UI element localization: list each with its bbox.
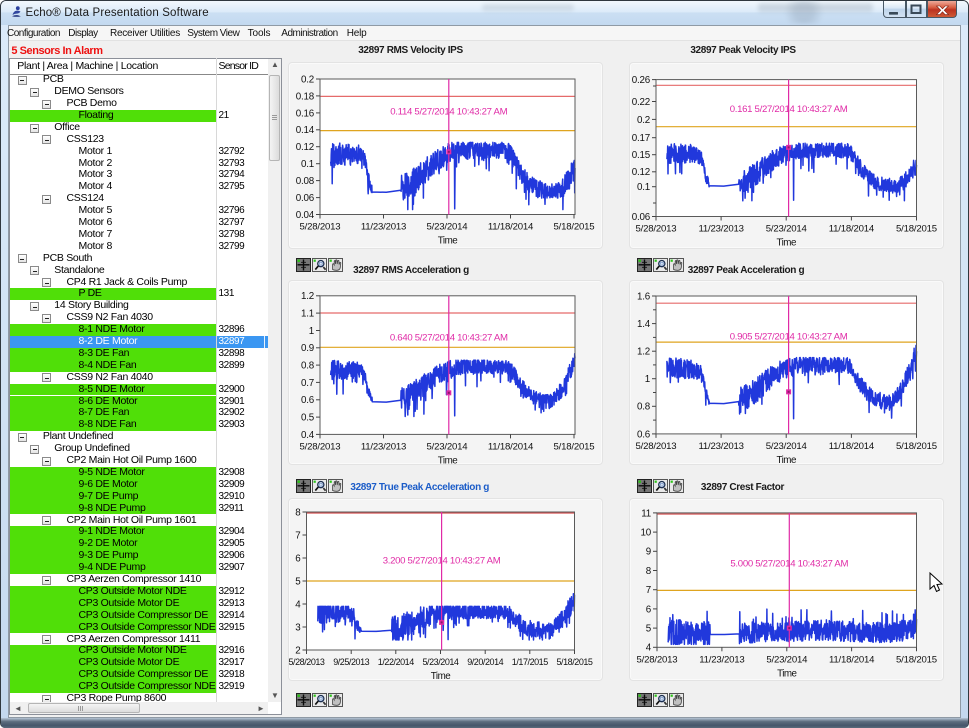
svg-text:11/18/2014: 11/18/2014	[829, 441, 875, 452]
svg-text:0.12: 0.12	[296, 142, 314, 153]
svg-text:11/23/2013: 11/23/2013	[699, 654, 744, 665]
svg-text:5/23/2014: 5/23/2014	[766, 654, 808, 665]
svg-text:0.905 5/27/2014 10:43:27 AM: 0.905 5/27/2014 10:43:27 AM	[730, 332, 848, 343]
svg-text:11/23/2013: 11/23/2013	[361, 441, 406, 452]
svg-text:5: 5	[646, 624, 652, 635]
svg-text:2: 2	[295, 645, 300, 656]
svg-text:5/23/2014: 5/23/2014	[427, 222, 469, 233]
svg-text:5/23/2014: 5/23/2014	[423, 657, 459, 667]
svg-text:Time: Time	[776, 455, 796, 466]
svg-text:0.8: 0.8	[301, 361, 315, 372]
svg-text:0.17: 0.17	[632, 133, 650, 144]
svg-text:4: 4	[295, 599, 301, 610]
svg-text:3.200 5/27/2014 10:43:27 AM: 3.200 5/27/2014 10:43:27 AM	[383, 556, 501, 567]
svg-text:0.04: 0.04	[296, 210, 315, 221]
svg-text:0.16: 0.16	[296, 108, 315, 119]
svg-text:5/18/2015: 5/18/2015	[896, 441, 937, 452]
svg-text:5/23/2014: 5/23/2014	[766, 224, 808, 235]
svg-text:7: 7	[295, 530, 300, 541]
svg-text:0.12: 0.12	[632, 167, 650, 178]
svg-text:3: 3	[295, 622, 301, 633]
svg-text:Time: Time	[776, 238, 796, 249]
svg-text:0.06: 0.06	[296, 193, 315, 204]
svg-text:5/23/2014: 5/23/2014	[766, 441, 808, 452]
svg-text:Time: Time	[777, 668, 797, 679]
svg-text:9/20/2014: 9/20/2014	[467, 657, 503, 667]
svg-text:8: 8	[646, 566, 652, 577]
svg-text:11/18/2014: 11/18/2014	[829, 654, 875, 665]
svg-text:9/25/2013: 9/25/2013	[333, 657, 369, 667]
svg-text:Time: Time	[438, 455, 458, 466]
svg-text:0.2: 0.2	[637, 115, 650, 126]
svg-text:0.15: 0.15	[632, 150, 651, 161]
svg-text:0.6: 0.6	[301, 395, 315, 406]
svg-text:6: 6	[646, 604, 652, 615]
svg-text:10: 10	[641, 528, 652, 539]
svg-text:5/23/2014: 5/23/2014	[427, 441, 469, 452]
svg-text:5/28/2013: 5/28/2013	[300, 222, 341, 233]
svg-text:0.06: 0.06	[632, 212, 651, 223]
svg-text:0.26: 0.26	[632, 75, 651, 86]
svg-text:0.4: 0.4	[301, 430, 315, 441]
svg-text:1: 1	[309, 326, 314, 337]
svg-text:11/23/2013: 11/23/2013	[698, 224, 743, 235]
svg-text:5/28/2013: 5/28/2013	[637, 654, 678, 665]
svg-text:0.08: 0.08	[296, 176, 315, 187]
svg-text:0.18: 0.18	[296, 91, 315, 102]
svg-text:0.114 5/27/2014 10:43:27 AM: 0.114 5/27/2014 10:43:27 AM	[390, 107, 507, 118]
svg-text:0.1: 0.1	[301, 159, 314, 170]
svg-text:1/22/2014: 1/22/2014	[378, 657, 414, 667]
svg-text:0.2: 0.2	[301, 74, 314, 85]
svg-text:5/18/2015: 5/18/2015	[554, 441, 595, 452]
svg-text:1.4: 1.4	[637, 319, 651, 330]
svg-text:11/18/2014: 11/18/2014	[488, 441, 534, 452]
svg-text:0.6: 0.6	[637, 429, 651, 440]
svg-text:7: 7	[646, 585, 651, 596]
svg-text:0.7: 0.7	[301, 378, 314, 389]
svg-text:0.640 5/27/2014 10:43:27 AM: 0.640 5/27/2014 10:43:27 AM	[390, 333, 508, 344]
svg-text:0.9: 0.9	[301, 343, 314, 354]
svg-text:11/18/2014: 11/18/2014	[488, 222, 534, 233]
svg-text:1: 1	[645, 374, 650, 385]
svg-text:11/23/2013: 11/23/2013	[698, 441, 743, 452]
svg-text:0.14: 0.14	[296, 125, 315, 136]
svg-text:1.2: 1.2	[637, 347, 650, 358]
svg-text:5.000 5/27/2014 10:43:27 AM: 5.000 5/27/2014 10:43:27 AM	[730, 559, 848, 570]
svg-text:6: 6	[295, 553, 301, 564]
svg-text:11: 11	[641, 508, 651, 519]
svg-text:5/28/2013: 5/28/2013	[300, 441, 341, 452]
svg-text:0.5: 0.5	[301, 413, 315, 424]
svg-text:9: 9	[646, 547, 651, 558]
svg-text:8: 8	[295, 507, 301, 518]
svg-text:4: 4	[646, 643, 652, 654]
svg-text:5/18/2015: 5/18/2015	[896, 654, 937, 665]
svg-text:5/18/2015: 5/18/2015	[557, 657, 593, 667]
svg-text:5/18/2015: 5/18/2015	[896, 224, 937, 235]
svg-text:5/18/2015: 5/18/2015	[554, 222, 595, 233]
svg-text:Time: Time	[431, 671, 451, 682]
svg-text:11/23/2013: 11/23/2013	[361, 222, 406, 233]
svg-text:Time: Time	[438, 236, 458, 247]
svg-text:0.161 5/27/2014 10:43:27 AM: 0.161 5/27/2014 10:43:27 AM	[730, 104, 848, 115]
svg-text:1.6: 1.6	[637, 291, 651, 302]
svg-text:11/18/2014: 11/18/2014	[829, 224, 875, 235]
svg-text:5/28/2013: 5/28/2013	[636, 224, 677, 235]
svg-text:0.22: 0.22	[632, 97, 650, 108]
svg-text:5: 5	[295, 576, 301, 587]
svg-text:5/28/2013: 5/28/2013	[289, 657, 325, 667]
svg-text:0.1: 0.1	[637, 182, 650, 193]
svg-text:0.8: 0.8	[637, 402, 651, 413]
svg-text:5/28/2013: 5/28/2013	[636, 441, 677, 452]
svg-text:1.2: 1.2	[301, 291, 314, 302]
svg-text:1/17/2015: 1/17/2015	[512, 657, 548, 667]
svg-text:1.1: 1.1	[301, 309, 314, 320]
